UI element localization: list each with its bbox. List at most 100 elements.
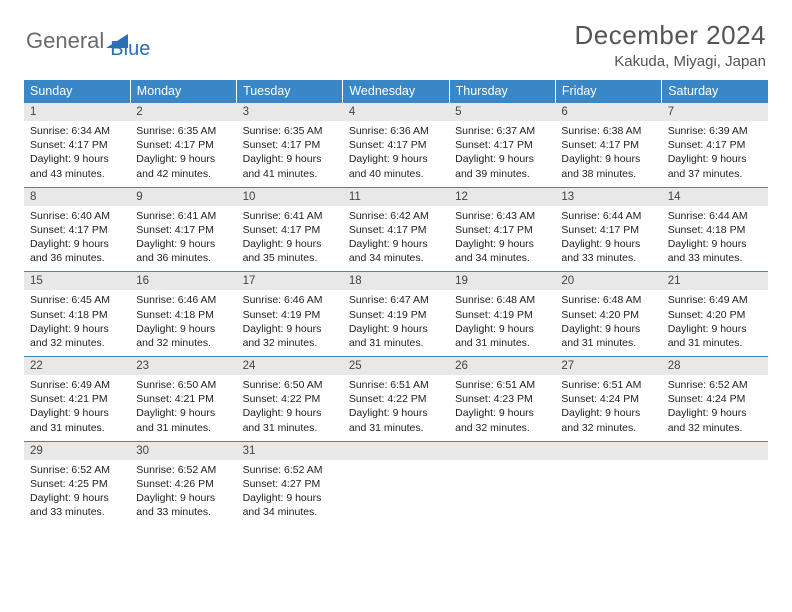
sunrise-line: Sunrise: 6:50 AM <box>136 378 230 392</box>
sunset-line: Sunset: 4:17 PM <box>455 138 549 152</box>
sunset-line: Sunset: 4:17 PM <box>30 223 124 237</box>
day-detail-cell: Sunrise: 6:35 AMSunset: 4:17 PMDaylight:… <box>237 121 343 187</box>
day-detail-cell <box>449 460 555 526</box>
weekday-header: Tuesday <box>237 80 343 103</box>
daylight-line: Daylight: 9 hours and 32 minutes. <box>30 322 124 350</box>
sunrise-line: Sunrise: 6:42 AM <box>349 209 443 223</box>
day-number-cell: 15 <box>24 272 130 291</box>
sunset-line: Sunset: 4:19 PM <box>349 308 443 322</box>
sunrise-line: Sunrise: 6:50 AM <box>243 378 337 392</box>
sunrise-line: Sunrise: 6:35 AM <box>136 124 230 138</box>
day-number-cell: 10 <box>237 187 343 206</box>
daylight-line: Daylight: 9 hours and 31 minutes. <box>136 406 230 434</box>
day-detail-row: Sunrise: 6:49 AMSunset: 4:21 PMDaylight:… <box>24 375 768 441</box>
sunset-line: Sunset: 4:24 PM <box>668 392 762 406</box>
day-detail-cell: Sunrise: 6:52 AMSunset: 4:25 PMDaylight:… <box>24 460 130 526</box>
day-detail-cell: Sunrise: 6:43 AMSunset: 4:17 PMDaylight:… <box>449 206 555 272</box>
sunset-line: Sunset: 4:17 PM <box>243 138 337 152</box>
day-number-cell: 22 <box>24 357 130 376</box>
day-detail-cell: Sunrise: 6:42 AMSunset: 4:17 PMDaylight:… <box>343 206 449 272</box>
day-detail-cell: Sunrise: 6:46 AMSunset: 4:19 PMDaylight:… <box>237 290 343 356</box>
day-number-cell: 12 <box>449 187 555 206</box>
day-number-row: 1234567 <box>24 103 768 122</box>
day-number-cell: 13 <box>555 187 661 206</box>
day-detail-cell: Sunrise: 6:49 AMSunset: 4:21 PMDaylight:… <box>24 375 130 441</box>
day-detail-cell: Sunrise: 6:50 AMSunset: 4:22 PMDaylight:… <box>237 375 343 441</box>
sunrise-line: Sunrise: 6:44 AM <box>668 209 762 223</box>
day-detail-cell: Sunrise: 6:48 AMSunset: 4:20 PMDaylight:… <box>555 290 661 356</box>
day-detail-cell: Sunrise: 6:37 AMSunset: 4:17 PMDaylight:… <box>449 121 555 187</box>
day-detail-row: Sunrise: 6:52 AMSunset: 4:25 PMDaylight:… <box>24 460 768 526</box>
daylight-line: Daylight: 9 hours and 43 minutes. <box>30 152 124 180</box>
sunset-line: Sunset: 4:17 PM <box>668 138 762 152</box>
day-number-cell: 27 <box>555 357 661 376</box>
sunset-line: Sunset: 4:20 PM <box>668 308 762 322</box>
day-detail-row: Sunrise: 6:34 AMSunset: 4:17 PMDaylight:… <box>24 121 768 187</box>
day-number-cell: 7 <box>662 103 768 122</box>
day-detail-cell: Sunrise: 6:41 AMSunset: 4:17 PMDaylight:… <box>130 206 236 272</box>
sunset-line: Sunset: 4:17 PM <box>136 138 230 152</box>
day-number-cell <box>662 441 768 460</box>
sunrise-line: Sunrise: 6:46 AM <box>136 293 230 307</box>
sunrise-line: Sunrise: 6:48 AM <box>455 293 549 307</box>
day-number-cell: 18 <box>343 272 449 291</box>
daylight-line: Daylight: 9 hours and 41 minutes. <box>243 152 337 180</box>
weekday-header: Wednesday <box>343 80 449 103</box>
day-detail-cell: Sunrise: 6:44 AMSunset: 4:17 PMDaylight:… <box>555 206 661 272</box>
day-detail-cell: Sunrise: 6:52 AMSunset: 4:26 PMDaylight:… <box>130 460 236 526</box>
day-detail-cell: Sunrise: 6:51 AMSunset: 4:24 PMDaylight:… <box>555 375 661 441</box>
sunrise-line: Sunrise: 6:38 AM <box>561 124 655 138</box>
day-detail-cell: Sunrise: 6:49 AMSunset: 4:20 PMDaylight:… <box>662 290 768 356</box>
sunset-line: Sunset: 4:17 PM <box>349 223 443 237</box>
sunrise-line: Sunrise: 6:40 AM <box>30 209 124 223</box>
sunrise-line: Sunrise: 6:43 AM <box>455 209 549 223</box>
daylight-line: Daylight: 9 hours and 34 minutes. <box>243 491 337 519</box>
sunset-line: Sunset: 4:17 PM <box>30 138 124 152</box>
day-number-cell: 17 <box>237 272 343 291</box>
sunset-line: Sunset: 4:18 PM <box>30 308 124 322</box>
day-number-row: 22232425262728 <box>24 357 768 376</box>
month-title: December 2024 <box>575 20 767 51</box>
daylight-line: Daylight: 9 hours and 31 minutes. <box>668 322 762 350</box>
daylight-line: Daylight: 9 hours and 38 minutes. <box>561 152 655 180</box>
daylight-line: Daylight: 9 hours and 42 minutes. <box>136 152 230 180</box>
day-number-cell: 25 <box>343 357 449 376</box>
daylight-line: Daylight: 9 hours and 32 minutes. <box>243 322 337 350</box>
day-detail-cell: Sunrise: 6:51 AMSunset: 4:22 PMDaylight:… <box>343 375 449 441</box>
day-number-cell: 4 <box>343 103 449 122</box>
day-number-cell: 2 <box>130 103 236 122</box>
sunset-line: Sunset: 4:18 PM <box>136 308 230 322</box>
calendar-table: Sunday Monday Tuesday Wednesday Thursday… <box>24 80 768 525</box>
sunrise-line: Sunrise: 6:39 AM <box>668 124 762 138</box>
daylight-line: Daylight: 9 hours and 37 minutes. <box>668 152 762 180</box>
weekday-header-row: Sunday Monday Tuesday Wednesday Thursday… <box>24 80 768 103</box>
sunrise-line: Sunrise: 6:46 AM <box>243 293 337 307</box>
day-detail-cell: Sunrise: 6:52 AMSunset: 4:27 PMDaylight:… <box>237 460 343 526</box>
day-number-cell: 20 <box>555 272 661 291</box>
daylight-line: Daylight: 9 hours and 36 minutes. <box>136 237 230 265</box>
sunset-line: Sunset: 4:19 PM <box>243 308 337 322</box>
weekday-header: Friday <box>555 80 661 103</box>
daylight-line: Daylight: 9 hours and 33 minutes. <box>561 237 655 265</box>
sunrise-line: Sunrise: 6:52 AM <box>30 463 124 477</box>
sunset-line: Sunset: 4:17 PM <box>455 223 549 237</box>
sunset-line: Sunset: 4:17 PM <box>136 223 230 237</box>
day-detail-cell: Sunrise: 6:34 AMSunset: 4:17 PMDaylight:… <box>24 121 130 187</box>
day-number-cell <box>343 441 449 460</box>
sunrise-line: Sunrise: 6:36 AM <box>349 124 443 138</box>
title-block: December 2024 Kakuda, Miyagi, Japan <box>575 20 767 70</box>
daylight-line: Daylight: 9 hours and 36 minutes. <box>30 237 124 265</box>
day-detail-row: Sunrise: 6:40 AMSunset: 4:17 PMDaylight:… <box>24 206 768 272</box>
day-detail-cell: Sunrise: 6:39 AMSunset: 4:17 PMDaylight:… <box>662 121 768 187</box>
sunrise-line: Sunrise: 6:41 AM <box>243 209 337 223</box>
sunrise-line: Sunrise: 6:51 AM <box>349 378 443 392</box>
day-number-row: 293031 <box>24 441 768 460</box>
sunset-line: Sunset: 4:17 PM <box>349 138 443 152</box>
sunset-line: Sunset: 4:17 PM <box>561 138 655 152</box>
daylight-line: Daylight: 9 hours and 33 minutes. <box>136 491 230 519</box>
daylight-line: Daylight: 9 hours and 31 minutes. <box>561 322 655 350</box>
day-number-cell: 5 <box>449 103 555 122</box>
sunset-line: Sunset: 4:19 PM <box>455 308 549 322</box>
sunrise-line: Sunrise: 6:49 AM <box>668 293 762 307</box>
sunset-line: Sunset: 4:17 PM <box>243 223 337 237</box>
